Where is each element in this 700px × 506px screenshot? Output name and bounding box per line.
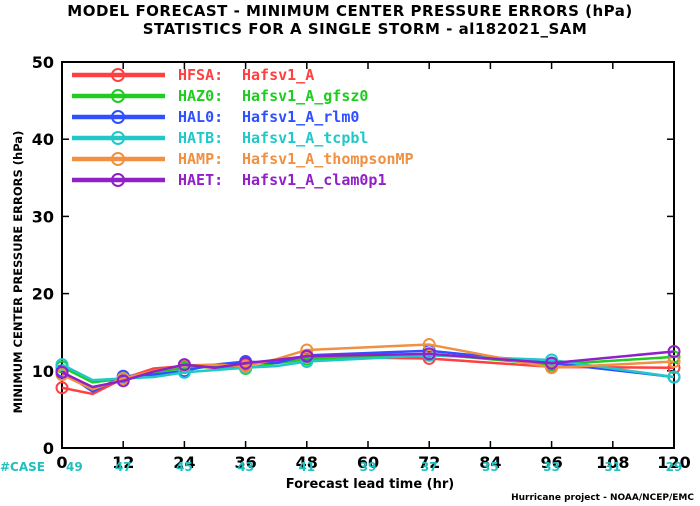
data-point bbox=[55, 365, 69, 379]
case-count: 41 bbox=[298, 460, 315, 474]
case-count: 47 bbox=[115, 460, 132, 474]
data-point bbox=[55, 381, 69, 395]
x-tick-label: 60 bbox=[357, 453, 379, 472]
legend-name: HAZ0: bbox=[178, 87, 223, 105]
x-tick-label: 72 bbox=[418, 453, 440, 472]
legend-swatch-marker bbox=[111, 131, 125, 145]
x-tick-label: 96 bbox=[540, 453, 562, 472]
x-tick-label: 120 bbox=[657, 453, 690, 472]
credit-text: Hurricane project - NOAA/NCEP/EMC bbox=[511, 493, 694, 503]
data-point bbox=[545, 356, 559, 370]
y-tick-label: 10 bbox=[32, 362, 54, 381]
case-count: 31 bbox=[604, 460, 621, 474]
legend-name: HAMP: bbox=[178, 150, 223, 168]
x-tick-label: 84 bbox=[479, 453, 501, 472]
series-lines bbox=[55, 338, 681, 396]
y-tick-label: 20 bbox=[32, 285, 54, 304]
case-count: 49 bbox=[66, 460, 83, 474]
y-tick-label: 30 bbox=[32, 207, 54, 226]
legend-desc: Hafsv1_A_rlm0 bbox=[242, 108, 359, 126]
case-count: 37 bbox=[421, 460, 438, 474]
legend-name: HFSA: bbox=[178, 66, 223, 84]
x-axis-label: Forecast lead time (hr) bbox=[286, 477, 454, 492]
data-point bbox=[667, 370, 681, 384]
legend: HFSA: Hafsv1_A HAZ0: Hafsv1_A_gfsz0 HAL0: Haf… bbox=[72, 66, 414, 189]
legend-swatch-marker bbox=[111, 152, 125, 166]
legend-swatch-marker bbox=[111, 89, 125, 103]
chart-title: MODEL FORECAST - MINIMUM CENTER PRESSURE… bbox=[67, 2, 632, 20]
axes: 0 12 24 36 48 60 72 84 96 108 120 0 10 20 30 40 50 49 47 45… bbox=[32, 53, 691, 474]
legend-name: HATB: bbox=[178, 129, 223, 147]
legend-swatch-marker bbox=[111, 68, 125, 82]
legend-swatch-marker bbox=[111, 110, 125, 124]
legend-name: HAET: bbox=[178, 171, 223, 189]
x-tick-label: 36 bbox=[234, 453, 256, 472]
case-count: 29 bbox=[666, 460, 683, 474]
y-tick-label: 40 bbox=[32, 130, 54, 149]
x-tick-label: 48 bbox=[296, 453, 318, 472]
y-axis-label: MINIMUM CENTER PRESSURE ERRORS (hPa) bbox=[11, 131, 25, 414]
plot-frame bbox=[61, 61, 675, 449]
legend-desc: Hafsv1_A_clam0p1 bbox=[242, 171, 387, 189]
legend-desc: Hafsv1_A_tcpbl bbox=[242, 129, 368, 147]
case-count: 39 bbox=[360, 460, 377, 474]
data-point bbox=[177, 365, 191, 379]
legend-swatch-marker bbox=[111, 173, 125, 187]
case-count-label: #CASE bbox=[0, 460, 45, 474]
data-point bbox=[116, 374, 130, 388]
chart-subtitle: STATISTICS FOR A SINGLE STORM - al182021… bbox=[143, 20, 588, 38]
case-count: 35 bbox=[482, 460, 499, 474]
data-point bbox=[239, 356, 253, 370]
case-count: 43 bbox=[237, 460, 254, 474]
data-point bbox=[667, 345, 681, 358]
x-tick-label: 24 bbox=[173, 453, 195, 472]
data-point bbox=[177, 358, 191, 372]
legend-name: HAL0: bbox=[178, 108, 223, 126]
legend-desc: Hafsv1_A bbox=[242, 66, 314, 84]
y-tick-label: 50 bbox=[32, 53, 54, 72]
x-tick-label: 0 bbox=[56, 453, 67, 472]
data-point bbox=[300, 349, 314, 363]
data-point bbox=[422, 347, 436, 361]
case-count: 45 bbox=[176, 460, 193, 474]
y-tick-label: 0 bbox=[43, 439, 54, 458]
x-tick-label: 12 bbox=[112, 453, 134, 472]
x-tick-label: 108 bbox=[596, 453, 629, 472]
legend-desc: Hafsv1_A_thompsonMP bbox=[242, 150, 414, 168]
data-point bbox=[422, 338, 436, 352]
legend-desc: Hafsv1_A_gfsz0 bbox=[242, 87, 368, 105]
case-count: 33 bbox=[543, 460, 560, 474]
series-line-hamp bbox=[61, 343, 675, 391]
